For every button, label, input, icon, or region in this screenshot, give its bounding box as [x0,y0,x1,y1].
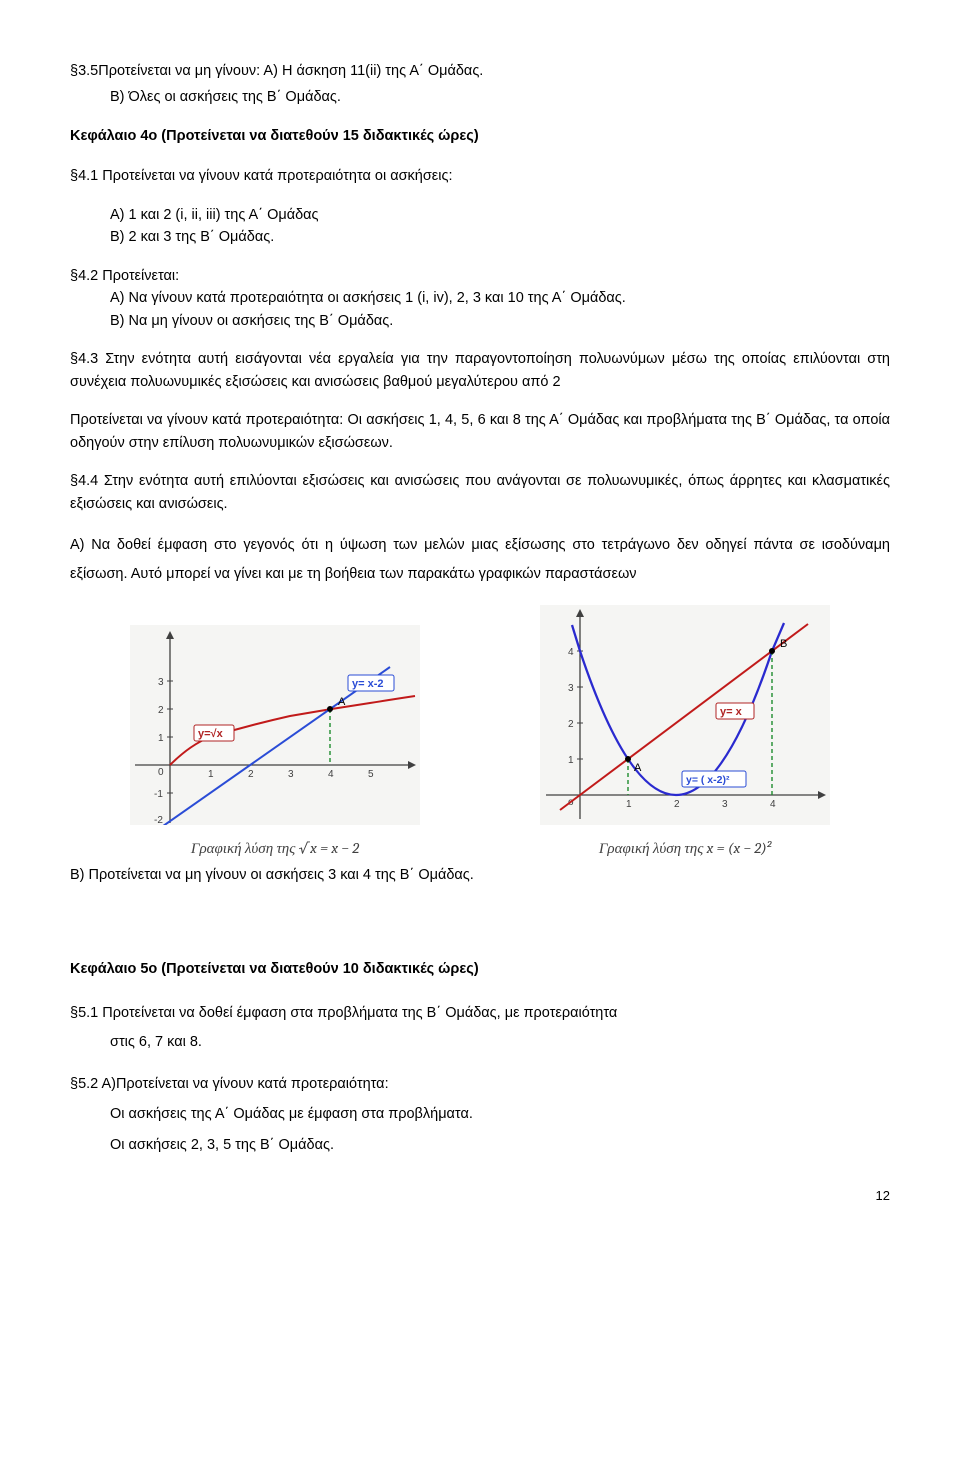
s44-p2: Α) Να δοθεί έμφαση στο γεγονός ότι η ύψω… [70,531,890,589]
svg-text:1: 1 [626,799,632,810]
svg-text:4: 4 [328,769,334,780]
svg-text:4: 4 [770,799,776,810]
fig-left-cap-math: √x = x − 2 [299,839,359,857]
svg-text:B: B [780,638,787,650]
s52-a: Οι ασκήσεις της Α΄ Ομάδας με έμφαση στα … [70,1103,890,1125]
svg-text:2: 2 [674,799,680,810]
page-number: 12 [70,1186,890,1206]
svg-text:-2: -2 [154,815,163,825]
svg-text:y=√x: y=√x [198,728,224,740]
svg-text:y= x-2: y= x-2 [352,678,384,690]
s42-a: Α) Να γίνουν κατά προτεραιότητα οι ασκήσ… [70,287,890,309]
figure-right-svg: 4 3 2 1 o 1 2 3 4 A B [540,605,830,825]
figure-right: 4 3 2 1 o 1 2 3 4 A B [540,605,830,860]
svg-text:A: A [338,696,346,708]
chapter5-heading: Κεφάλαιο 5ο (Προτείνεται να διατεθούν 10… [70,958,890,980]
chapter4-heading: Κεφάλαιο 4ο (Προτείνεται να διατεθούν 15… [70,125,890,147]
s52-b: Οι ασκήσεις 2, 3, 5 της Β΄ Ομάδας. [70,1134,890,1156]
fig-right-cap-math: x = (x − 2)² [707,839,771,857]
svg-text:1: 1 [158,733,164,744]
s44-b: Β) Προτείνεται να μη γίνουν οι ασκήσεις … [70,864,890,886]
fig-right-cap-prefix: Γραφική λύση της [599,839,707,857]
s42-intro: §4.2 Προτείνεται: [70,265,890,287]
s41-a: Α) 1 και 2 (i, ii, iii) της Α΄ Ομάδας [70,204,890,226]
figure-left: 3 2 1 0 -1 -2 1 2 3 4 5 A [130,625,420,860]
svg-text:3: 3 [158,677,164,688]
svg-text:2: 2 [568,719,574,730]
s35-line2: Β) Όλες οι ασκήσεις της Β΄ Ομάδας. [70,86,890,108]
svg-text:2: 2 [248,769,254,780]
s44-p1: §4.4 Στην ενότητα αυτή επιλύονται εξισώσ… [70,470,890,515]
figures-row: 3 2 1 0 -1 -2 1 2 3 4 5 A [70,605,890,860]
svg-text:2: 2 [158,705,164,716]
svg-text:A: A [634,762,642,774]
s35-line1: §3.5Προτείνεται να μη γίνουν: Α) Η άσκησ… [70,60,890,82]
svg-text:y= ( x-2)²: y= ( x-2)² [686,774,730,786]
svg-text:0: 0 [158,767,164,778]
figure-left-caption: Γραφική λύση της √x = x − 2 [130,837,420,860]
svg-text:1: 1 [568,755,574,766]
svg-text:3: 3 [288,769,294,780]
s41-b: Β) 2 και 3 της Β΄ Ομάδας. [70,226,890,248]
svg-text:4: 4 [568,647,574,658]
figure-right-caption: Γραφική λύση της x = (x − 2)² [540,837,830,860]
s51-line1: §5.1 Προτείνεται να δοθεί έμφαση στα προ… [70,999,890,1028]
s52-intro: §5.2 Α)Προτείνεται να γίνουν κατά προτερ… [70,1073,890,1095]
figure-left-svg: 3 2 1 0 -1 -2 1 2 3 4 5 A [130,625,420,825]
s43-p2: Προτείνεται να γίνουν κατά προτεραιότητα… [70,409,890,454]
svg-text:1: 1 [208,769,214,780]
s41-intro: §4.1 Προτείνεται να γίνουν κατά προτεραι… [70,165,890,187]
svg-text:3: 3 [722,799,728,810]
s43-p1: §4.3 Στην ενότητα αυτή εισάγονται νέα ερ… [70,348,890,393]
s51-line2: στις 6, 7 και 8. [70,1028,890,1057]
svg-text:5: 5 [368,769,374,780]
svg-text:y= x: y= x [720,706,743,718]
fig-left-cap-prefix: Γραφική λύση της [191,839,299,857]
svg-text:3: 3 [568,683,574,694]
s42-b: Β) Να μη γίνουν οι ασκήσεις της Β΄ Ομάδα… [70,310,890,332]
svg-text:-1: -1 [154,789,163,800]
